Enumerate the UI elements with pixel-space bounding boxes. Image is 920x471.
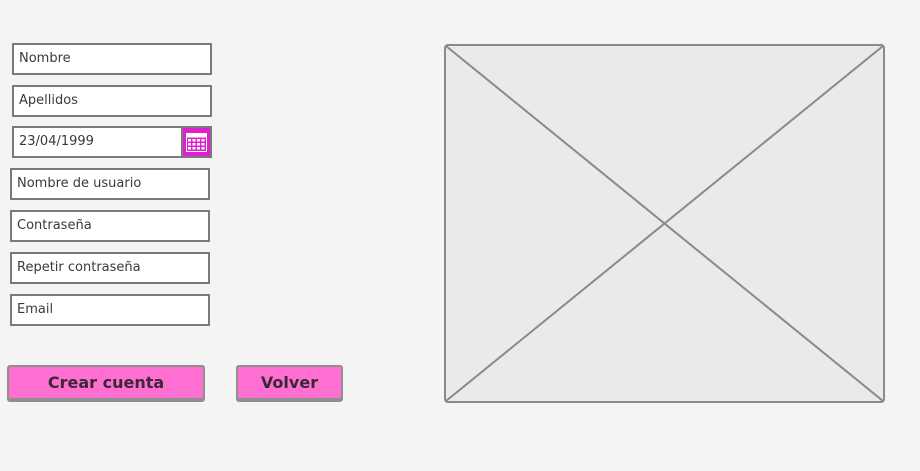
- volver-button[interactable]: Volver: [236, 365, 343, 402]
- fecha-nacimiento-value: 23/04/1999: [19, 128, 94, 156]
- apellidos-input[interactable]: Apellidos: [12, 85, 212, 117]
- email-input[interactable]: Email: [10, 294, 210, 326]
- calendar-button[interactable]: [181, 128, 210, 156]
- contrasena-input[interactable]: Contraseña: [10, 210, 210, 242]
- nombre-input[interactable]: Nombre: [12, 43, 212, 75]
- calendar-icon: [186, 133, 207, 152]
- fecha-nacimiento-field[interactable]: 23/04/1999: [12, 126, 212, 158]
- repetir-contrasena-input[interactable]: Repetir contraseña: [10, 252, 210, 284]
- image-placeholder-icon: [444, 44, 885, 403]
- usuario-input[interactable]: Nombre de usuario: [10, 168, 210, 200]
- crear-cuenta-button[interactable]: Crear cuenta: [7, 365, 205, 402]
